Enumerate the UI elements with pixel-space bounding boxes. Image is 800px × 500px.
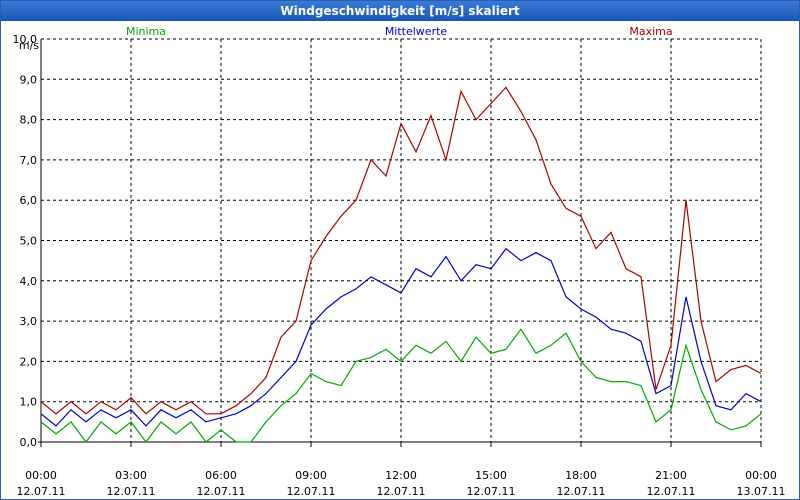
x-tick-date: 12.07.11	[647, 485, 696, 498]
x-tick-date: 13.07.11	[737, 485, 786, 498]
y-tick-label: 4,0	[20, 275, 38, 288]
axes	[38, 39, 761, 447]
x-tick-time: 06:00	[205, 469, 237, 482]
x-tick-time: 12:00	[385, 469, 417, 482]
x-tick-labels: 00:00 12.07.11 03:00 12.07.11 06:00 12.07.11 0…	[17, 442, 786, 498]
y-tick-labels: 0,0 1,0 2,0 3,0 4,0 5,0 6,0 7,0 8,0 9,0 10,0	[13, 33, 38, 449]
y-tick-label: 8,0	[20, 114, 38, 127]
y-tick-label: 5,0	[20, 235, 38, 248]
series-line-mittelwerte	[40, 247, 762, 427]
x-tick-date: 12.07.11	[107, 485, 156, 498]
y-tick-label: 2,0	[20, 355, 38, 368]
x-tick-time: 21:00	[655, 469, 687, 482]
legend-minima: Minima	[126, 25, 166, 38]
x-tick-date: 12.07.11	[287, 485, 336, 498]
x-tick-time: 15:00	[475, 469, 507, 482]
x-tick-time: 03:00	[115, 469, 147, 482]
series-line-maxima	[40, 86, 762, 415]
x-tick-time: 00:00	[25, 469, 57, 482]
y-tick-label: 6,0	[20, 194, 38, 207]
x-tick-date: 12.07.11	[377, 485, 426, 498]
legend-mittelwerte: Mittelwerte	[385, 25, 448, 38]
y-tick-label: 10,0	[13, 33, 38, 46]
y-tick-label: 9,0	[20, 73, 38, 86]
x-tick-date: 12.07.11	[557, 485, 606, 498]
window-title: Windgeschwindigkeit [m/s] skaliert	[1, 1, 799, 21]
series-lines	[40, 86, 762, 444]
legend: Minima Mittelwerte Maxima	[126, 25, 673, 38]
x-tick-time: 00:00	[745, 469, 777, 482]
series-line-minima	[40, 328, 762, 444]
x-tick-time: 18:00	[565, 469, 597, 482]
legend-maxima: Maxima	[629, 25, 672, 38]
x-tick-time: 09:00	[295, 469, 327, 482]
y-tick-label: 0,0	[20, 436, 38, 449]
x-tick-date: 12.07.11	[197, 485, 246, 498]
y-axis-unit-label: m/s	[19, 39, 39, 52]
x-tick-date: 12.07.11	[17, 485, 66, 498]
y-tick-label: 1,0	[20, 396, 38, 409]
wind-speed-chart: 0,0 1,0 2,0 3,0 4,0 5,0 6,0 7,0 8,0 9,0 10,0 00:00…	[13, 25, 786, 498]
x-tick-date: 12.07.11	[467, 485, 516, 498]
y-tick-label: 7,0	[20, 154, 38, 167]
y-tick-label: 3,0	[20, 315, 38, 328]
